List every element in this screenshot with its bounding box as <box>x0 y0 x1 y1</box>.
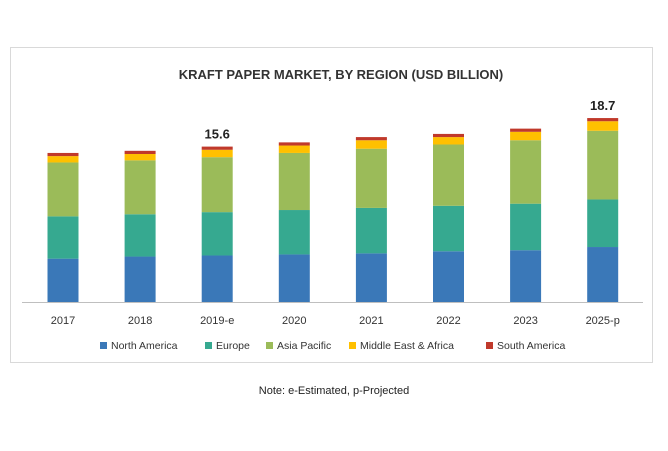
legend-swatch-europe <box>205 342 212 349</box>
bar-asia-pacific-2021 <box>355 148 387 208</box>
bar-europe-2018 <box>124 214 156 257</box>
bar-europe-2025-p <box>587 199 619 248</box>
bar-south-america-2018 <box>124 150 156 154</box>
legend-label-middle-east-africa: Middle East & Africa <box>360 340 454 352</box>
bar-north-america-2019-e <box>201 255 233 302</box>
bar-asia-pacific-2023 <box>510 140 542 204</box>
bar-asia-pacific-2019-e <box>201 157 233 213</box>
legend-swatch-south-america <box>486 342 493 349</box>
bar-south-america-2023 <box>510 128 542 132</box>
bar-europe-2020 <box>278 210 310 255</box>
chart-frame <box>10 47 653 363</box>
x-tick-label: 2021 <box>359 315 383 327</box>
x-tick-label: 2020 <box>282 315 306 327</box>
bar-north-america-2025-p <box>587 247 619 302</box>
bar-north-america-2018 <box>124 256 156 302</box>
data-label-2025-p: 18.7 <box>590 98 615 113</box>
bar-middle-east-africa-2020 <box>278 145 310 153</box>
bar-asia-pacific-2022 <box>433 144 464 206</box>
x-tick-label: 2019-e <box>200 315 234 327</box>
legend-swatch-north-america <box>100 342 107 349</box>
bar-north-america-2021 <box>355 253 387 302</box>
chart-note: Note: e-Estimated, p-Projected <box>258 385 410 397</box>
bar-north-america-2023 <box>510 250 542 302</box>
legend-swatch-middle-east-africa <box>349 342 356 349</box>
legend-swatch-asia-pacific <box>266 342 273 349</box>
bar-middle-east-africa-2025-p <box>587 121 619 131</box>
bar-south-america-2019-e <box>201 146 233 150</box>
bar-europe-2019-e <box>201 212 233 256</box>
bar-europe-2021 <box>355 207 387 254</box>
bar-middle-east-africa-2019-e <box>201 149 233 158</box>
bar-middle-east-africa-2022 <box>433 137 464 145</box>
bar-asia-pacific-2018 <box>124 160 156 215</box>
bar-south-america-2017 <box>47 152 79 157</box>
bar-europe-2022 <box>433 205 464 252</box>
data-label-2019-e: 15.6 <box>205 127 230 142</box>
legend-label-asia-pacific: Asia Pacific <box>277 340 331 352</box>
legend-label-europe: Europe <box>216 340 250 352</box>
bar-europe-2017 <box>47 216 79 259</box>
bar-middle-east-africa-2023 <box>510 131 542 141</box>
bar-south-america-2020 <box>278 142 310 146</box>
bar-south-america-2025-p <box>587 118 619 122</box>
legend-label-north-america: North America <box>111 340 178 352</box>
x-tick-label: 2023 <box>513 315 537 327</box>
bar-south-america-2022 <box>433 133 464 138</box>
bar-middle-east-africa-2017 <box>47 156 79 163</box>
bar-asia-pacific-2017 <box>47 162 79 217</box>
bar-middle-east-africa-2021 <box>355 140 387 149</box>
x-tick-label: 2018 <box>128 315 152 327</box>
x-tick-label: 2022 <box>436 315 460 327</box>
x-tick-label: 2017 <box>51 315 75 327</box>
bar-asia-pacific-2025-p <box>587 130 619 200</box>
bar-europe-2023 <box>510 203 542 251</box>
chart-title: KRAFT PAPER MARKET, BY REGION (USD BILLI… <box>179 67 504 82</box>
legend-label-south-america: South America <box>497 340 565 352</box>
bar-north-america-2017 <box>47 258 79 302</box>
bar-south-america-2021 <box>355 137 387 141</box>
bar-middle-east-africa-2018 <box>124 154 156 161</box>
bar-north-america-2020 <box>278 254 310 302</box>
bar-asia-pacific-2020 <box>278 152 310 211</box>
bar-north-america-2022 <box>433 251 464 302</box>
x-tick-label: 2025-p <box>586 315 620 327</box>
